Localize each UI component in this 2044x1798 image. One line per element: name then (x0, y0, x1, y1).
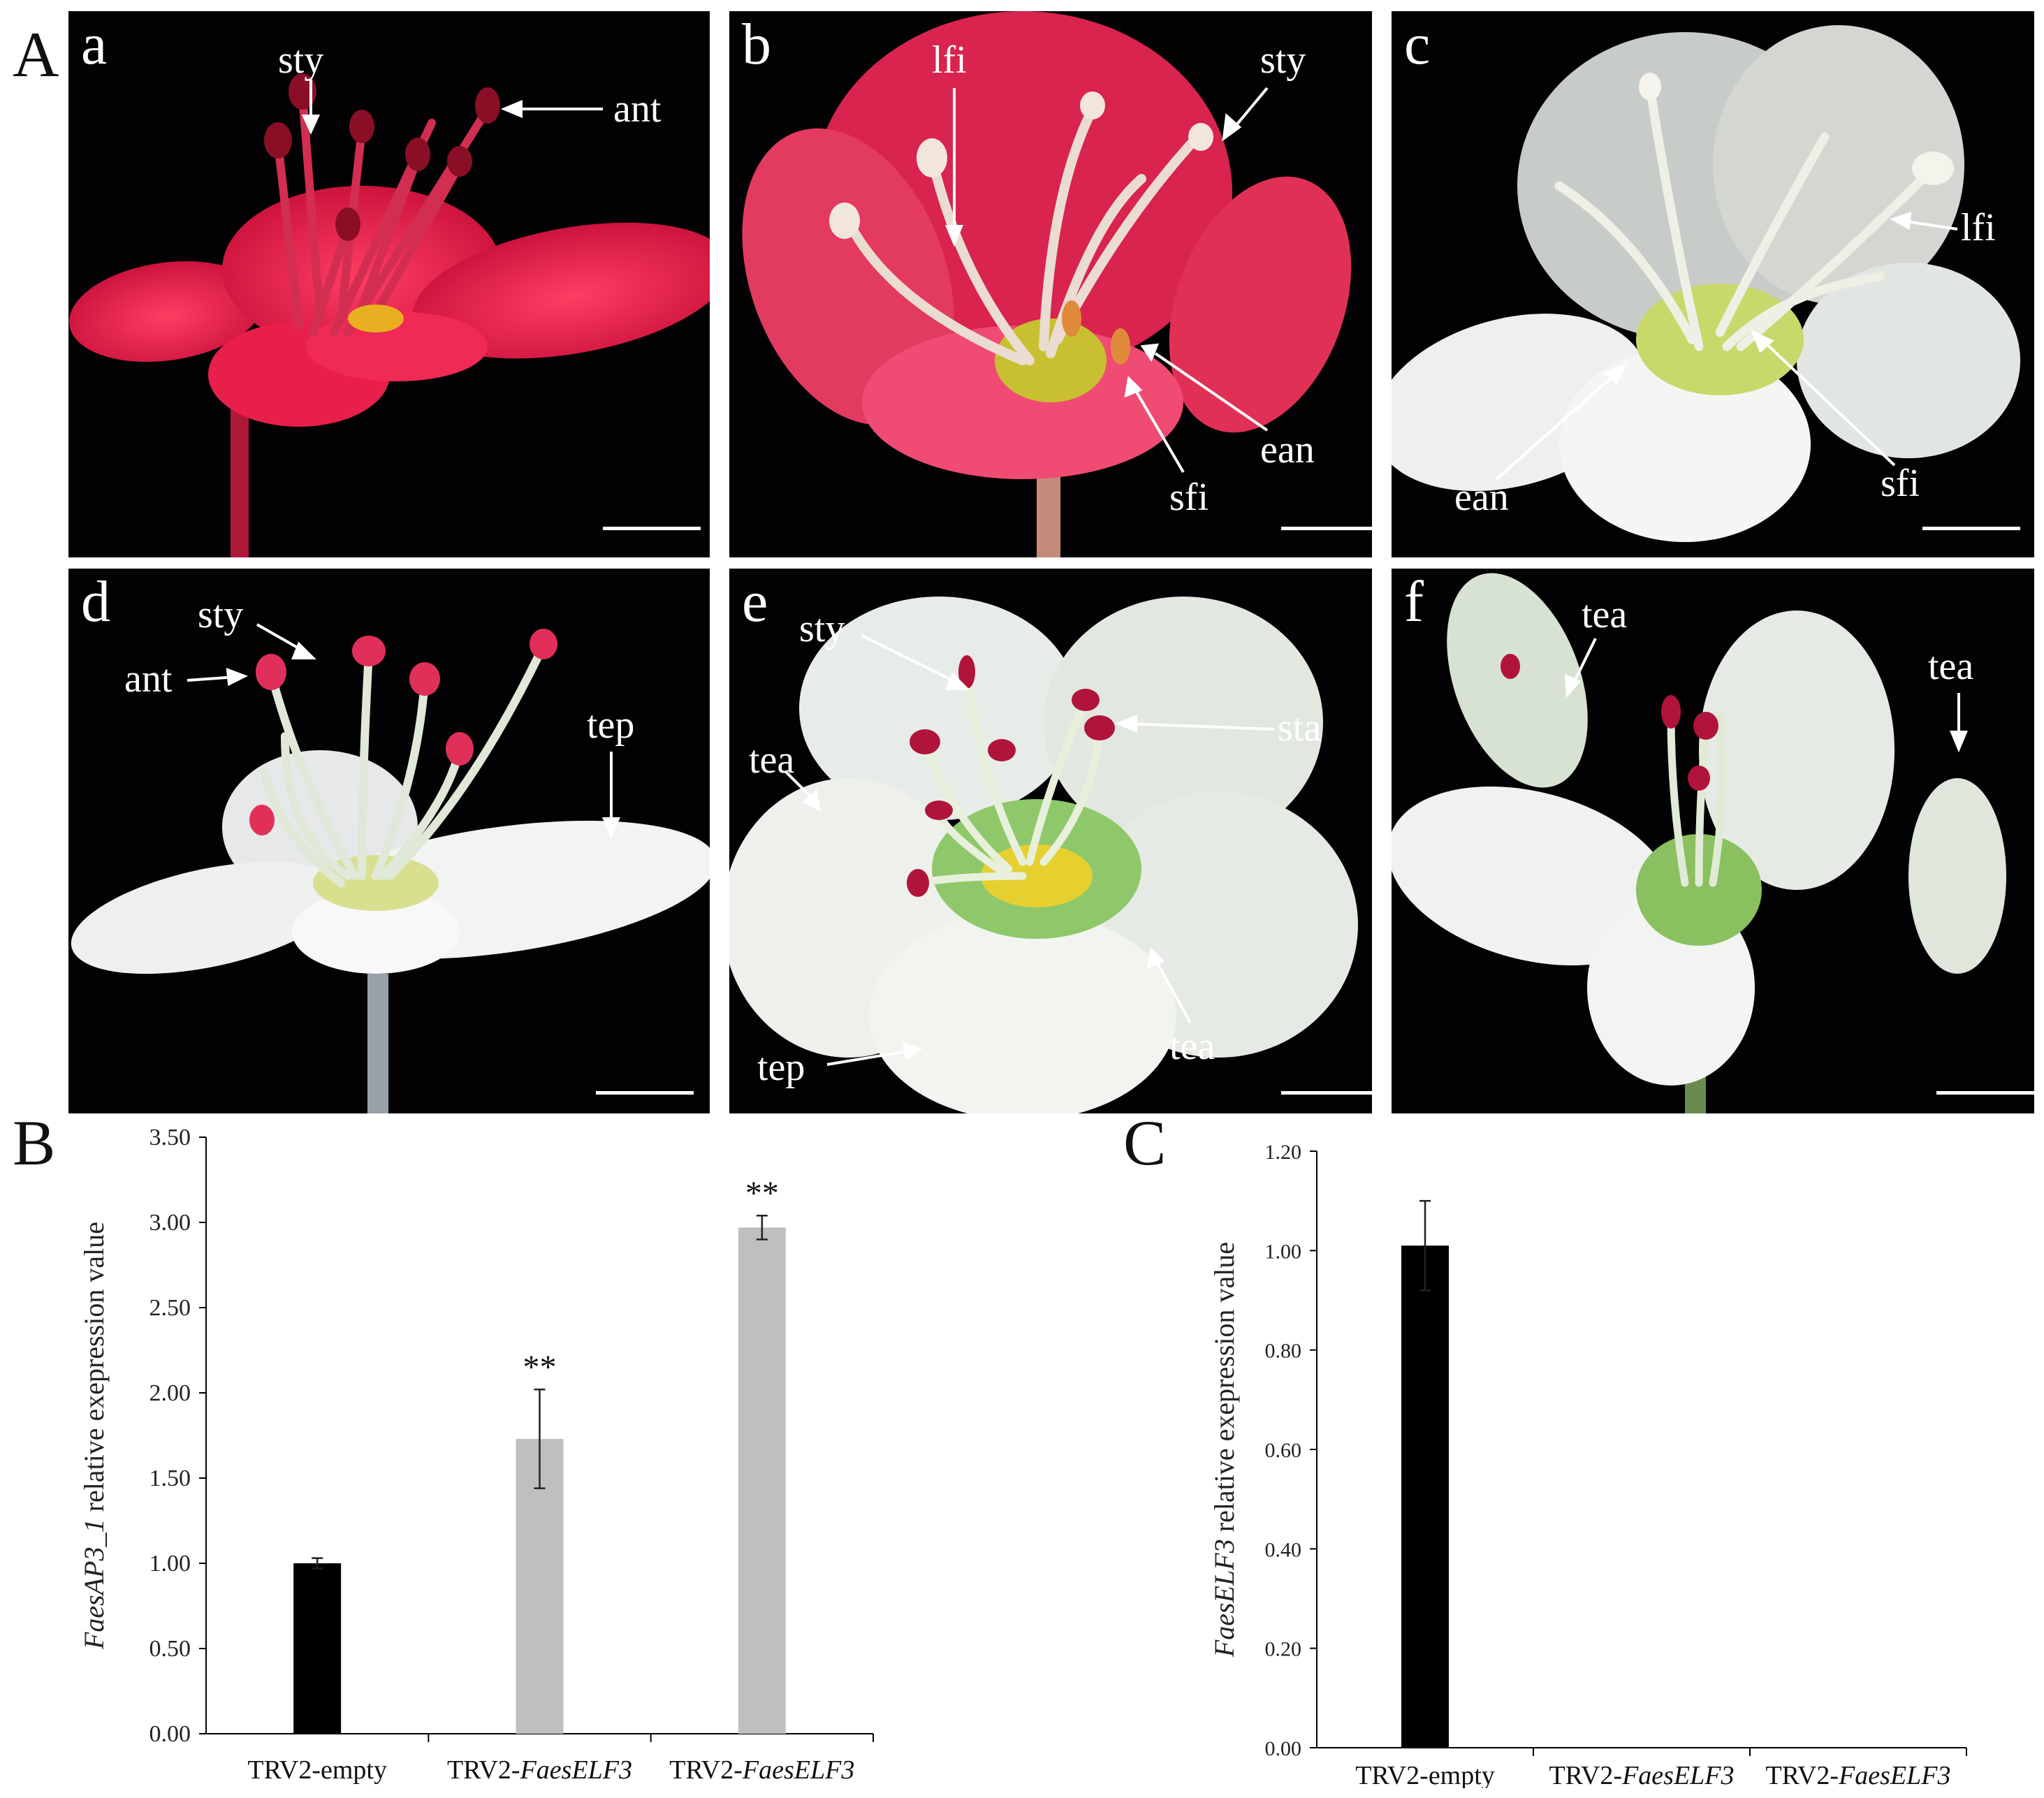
significance-marker: ** (523, 1349, 557, 1386)
x-tick-label: TRV2-FaesELF3 (1549, 1761, 1734, 1788)
annotation-tep: tep (757, 1046, 805, 1089)
y-tick-label: 0.20 (1265, 1638, 1302, 1661)
bar (738, 1227, 786, 1734)
photo-panel-d: d sty ant tep (68, 569, 710, 1113)
annotation-sfi: sfi (1169, 476, 1209, 519)
bar-chart-b: 0.00 0.50 1.00 1.50 2.00 2.50 3.00 3.50 TRV2-emp… (70, 1118, 894, 1788)
y-tick-label: 3.50 (149, 1125, 191, 1150)
x-tick-label: TRV2-FaesELF3 (669, 1755, 854, 1785)
photo-panel-b: b lfi sty ean sfi (729, 11, 1372, 557)
annotation-arrows (301, 80, 603, 135)
chart-c-svg: 0.00 0.20 0.40 0.60 0.80 1.00 1.20 TRV2-empty TR… (1209, 1141, 1967, 1790)
subpanel-letter: d (81, 569, 110, 634)
flower-illustration (1392, 25, 2020, 542)
annotation-arrows (945, 87, 1269, 474)
significance-marker: ** (745, 1175, 779, 1212)
subpanel-letter: e (742, 569, 768, 634)
annotation-sty: sty (278, 38, 324, 82)
bar-chart-c: 0.00 0.20 0.40 0.60 0.80 1.00 1.20 TRV2-empty TR… (1188, 1118, 2033, 1790)
y-tick-label: 2.00 (149, 1380, 191, 1406)
photo-panel-c: c lfi ean sfi (1392, 11, 2034, 557)
x-tick-label: TRV2-empty (1355, 1761, 1495, 1788)
panel-label-b: B (13, 1107, 56, 1178)
subpanel-letter: f (1404, 569, 1424, 634)
bar (293, 1563, 342, 1734)
annotation-lfi: lfi (932, 38, 967, 82)
y-tick-label: 0.80 (1265, 1340, 1302, 1363)
scale-bar (1922, 527, 2020, 530)
subpanel-letter: b (742, 12, 771, 77)
y-axis-label: FaesAP3_1 relative exepression value (78, 1222, 110, 1650)
scale-bar (1281, 1091, 1372, 1095)
scale-bar (596, 1091, 694, 1095)
annotation-sty: sty (198, 593, 244, 636)
y-tick-label: 0.40 (1265, 1538, 1302, 1561)
y-tick-label: 2.50 (149, 1295, 191, 1321)
flower-illustration (69, 73, 710, 557)
scale-bar (603, 527, 701, 530)
bar (1401, 1245, 1449, 1748)
annotation-ean: ean (1260, 428, 1315, 472)
subpanel-letter: c (1404, 12, 1431, 77)
annotation-sta: sta (1278, 706, 1322, 750)
panel-label-a: A (13, 19, 59, 90)
annotation-ant: ant (124, 657, 173, 701)
annotation-sty: sty (799, 607, 845, 650)
x-tick-label: TRV2-FaesELF3 (1765, 1761, 1950, 1788)
annotation-lfi: lfi (1961, 206, 1996, 249)
y-tick-label: 1.00 (1265, 1240, 1302, 1263)
x-tick-label: TRV2-FaesELF3 (447, 1755, 632, 1785)
x-tick-label: TRV2-empty (247, 1755, 387, 1785)
scale-bar (1281, 527, 1372, 530)
flower-illustration (729, 597, 1358, 1113)
chart-b-svg: 0.00 0.50 1.00 1.50 2.00 2.50 3.00 3.50 TRV2-emp… (78, 1125, 874, 1785)
y-tick-label: 0.50 (149, 1636, 191, 1662)
subpanel-letter: a (81, 12, 108, 77)
y-tick-label: 1.20 (1265, 1141, 1302, 1164)
annotation-tea: tea (1582, 593, 1628, 636)
annotation-tep: tep (587, 703, 635, 747)
y-tick-label: 1.50 (149, 1466, 191, 1491)
y-tick-label: 0.00 (149, 1721, 191, 1747)
y-axis-label: FaesELF3 relative exepression value (1209, 1242, 1240, 1658)
photo-panel-a: a sty ant (68, 11, 710, 557)
flower-illustration (742, 11, 1352, 557)
annotation-sty: sty (1260, 38, 1306, 82)
y-tick-label: 0.60 (1265, 1439, 1302, 1462)
annotation-ean: ean (1454, 476, 1509, 519)
annotation-arrows (1564, 638, 1968, 753)
y-tick-label: 0.00 (1265, 1737, 1302, 1760)
scale-bar (1936, 1091, 2034, 1095)
panel-label-c: C (1123, 1107, 1167, 1178)
flower-illustration (71, 629, 710, 1113)
photo-panel-e: e sty sta tea tea tep (729, 569, 1372, 1113)
annotation-arrows (1495, 212, 1958, 481)
annotation-arrows (784, 634, 1275, 1066)
y-tick-label: 1.00 (149, 1551, 191, 1577)
annotation-tea: tea (1169, 1025, 1216, 1068)
y-tick-label: 3.00 (149, 1210, 191, 1236)
flower-illustration (1392, 573, 2006, 1113)
annotation-arrows (187, 623, 620, 840)
annotation-ant: ant (613, 87, 662, 131)
annotation-tea: tea (1928, 645, 1974, 688)
annotation-sfi: sfi (1881, 462, 1920, 505)
photo-panel-f: f tea tea (1392, 569, 2034, 1113)
